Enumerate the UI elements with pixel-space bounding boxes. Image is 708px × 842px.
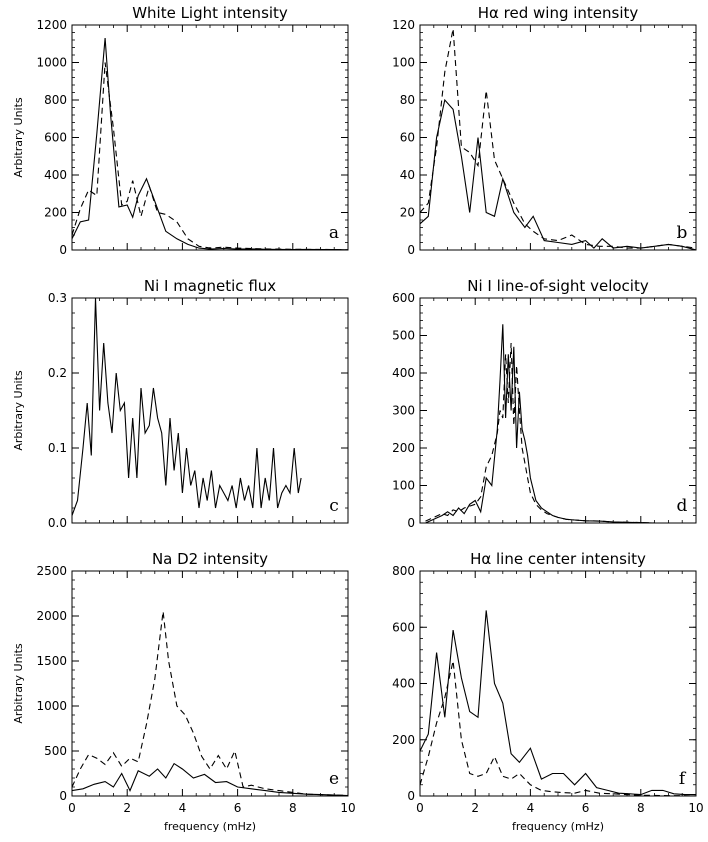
x-tick-label: 8: [289, 801, 297, 815]
y-tick-label: 1000: [36, 56, 67, 70]
y-tick-label: 0: [59, 789, 67, 803]
y-tick-label: 60: [400, 131, 415, 145]
plot-frame: [419, 570, 697, 797]
panel-f: Hα line center intensity 0 200 400 600 800 0 2 4…: [392, 550, 704, 833]
plot-frame: [71, 570, 349, 797]
panel-title: Na D2 intensity: [152, 550, 268, 568]
panel-a: White Light intensity 0 200 400 600 800 1000 12…: [12, 4, 349, 257]
y-tick-label: 200: [392, 733, 415, 747]
series-line-solid: [72, 38, 348, 250]
y-tick-label: 100: [392, 56, 415, 70]
panel-title: Ni I line-of-sight velocity: [467, 277, 649, 295]
panel-letter: b: [677, 223, 688, 243]
y-tick-label: 400: [44, 168, 67, 182]
plot-frame: [71, 24, 349, 251]
panel-b: Hα red wing intensity 0 20 40 60 80 100 120 b: [392, 4, 697, 257]
series-line-solid: [72, 298, 302, 516]
panel-title: Ni I magnetic flux: [144, 277, 276, 295]
y-tick-label: 80: [400, 93, 415, 107]
x-tick-label: 8: [637, 801, 645, 815]
x-axis-label: frequency (mHz): [512, 820, 604, 833]
y-tick-label: 100: [392, 479, 415, 493]
y-tick-label: 0: [407, 243, 415, 257]
y-tick-label: 20: [400, 206, 415, 220]
series-line-solid: [72, 762, 348, 796]
y-axis-label: Arbitrary Units: [12, 370, 25, 451]
y-tick-label: 40: [400, 168, 415, 182]
series-line-dashed: [72, 611, 348, 796]
panel-title: Hα red wing intensity: [478, 4, 639, 22]
y-tick-label: 0.1: [48, 441, 67, 455]
y-axis-label: Arbitrary Units: [12, 97, 25, 178]
x-tick-label: 2: [471, 801, 479, 815]
y-tick-label: 600: [392, 620, 415, 634]
panel-title: Hα line center intensity: [470, 550, 646, 568]
y-tick-label: 2000: [36, 609, 67, 623]
series-line-dashed: [425, 342, 655, 523]
plot-frame: [419, 297, 697, 524]
panel-e: Na D2 intensity 0 500 1000 1500 2000 2500 0 2 4 6 8…: [12, 550, 356, 833]
panel-letter: a: [329, 223, 339, 243]
x-tick-label: 10: [340, 801, 355, 815]
y-tick-label: 400: [392, 677, 415, 691]
x-tick-label: 6: [582, 801, 590, 815]
x-tick-label: 2: [123, 801, 131, 815]
panel-d: Ni I line-of-sight velocity 0 100 200 300 400…: [392, 277, 697, 530]
x-tick-label: 6: [234, 801, 242, 815]
x-tick-label: 4: [527, 801, 535, 815]
panel-letter: d: [677, 496, 688, 516]
y-tick-label: 1500: [36, 654, 67, 668]
y-tick-label: 300: [392, 404, 415, 418]
x-axis-label: frequency (mHz): [164, 820, 256, 833]
panel-letter: c: [329, 496, 339, 516]
y-tick-label: 600: [392, 291, 415, 305]
y-tick-label: 0: [407, 789, 415, 803]
y-tick-label: 500: [392, 329, 415, 343]
y-tick-label: 0.3: [48, 291, 67, 305]
y-tick-label: 800: [44, 93, 67, 107]
y-tick-label: 1200: [36, 18, 67, 32]
y-tick-label: 2500: [36, 564, 67, 578]
y-tick-label: 400: [392, 366, 415, 380]
series-line-dashed: [420, 660, 696, 796]
y-tick-label: 1000: [36, 699, 67, 713]
series-line-dashed: [72, 62, 348, 250]
y-tick-label: 0: [407, 516, 415, 530]
series-line-solid: [420, 610, 696, 796]
y-tick-label: 0: [59, 243, 67, 257]
x-tick-label: 10: [688, 801, 703, 815]
y-tick-label: 0.0: [48, 516, 67, 530]
series-line-solid: [420, 98, 696, 250]
y-tick-label: 0.2: [48, 366, 67, 380]
y-tick-label: 120: [392, 18, 415, 32]
y-tick-label: 600: [44, 131, 67, 145]
panel-letter: f: [679, 769, 687, 789]
y-tick-label: 800: [392, 564, 415, 578]
x-tick-label: 0: [68, 801, 76, 815]
panel-title: White Light intensity: [132, 4, 288, 22]
series-line-dashed: [420, 28, 696, 249]
y-tick-label: 500: [44, 744, 67, 758]
x-tick-label: 0: [416, 801, 424, 815]
series-line-solid: [425, 324, 655, 523]
y-axis-label: Arbitrary Units: [12, 643, 25, 724]
plot-frame: [419, 24, 697, 251]
y-tick-label: 200: [392, 441, 415, 455]
panel-c: Ni I magnetic flux 0.0 0.1 0.2 0.3 Arbitrary …: [12, 277, 349, 530]
x-tick-label: 4: [179, 801, 187, 815]
y-tick-label: 200: [44, 206, 67, 220]
panel-letter: e: [329, 769, 339, 789]
